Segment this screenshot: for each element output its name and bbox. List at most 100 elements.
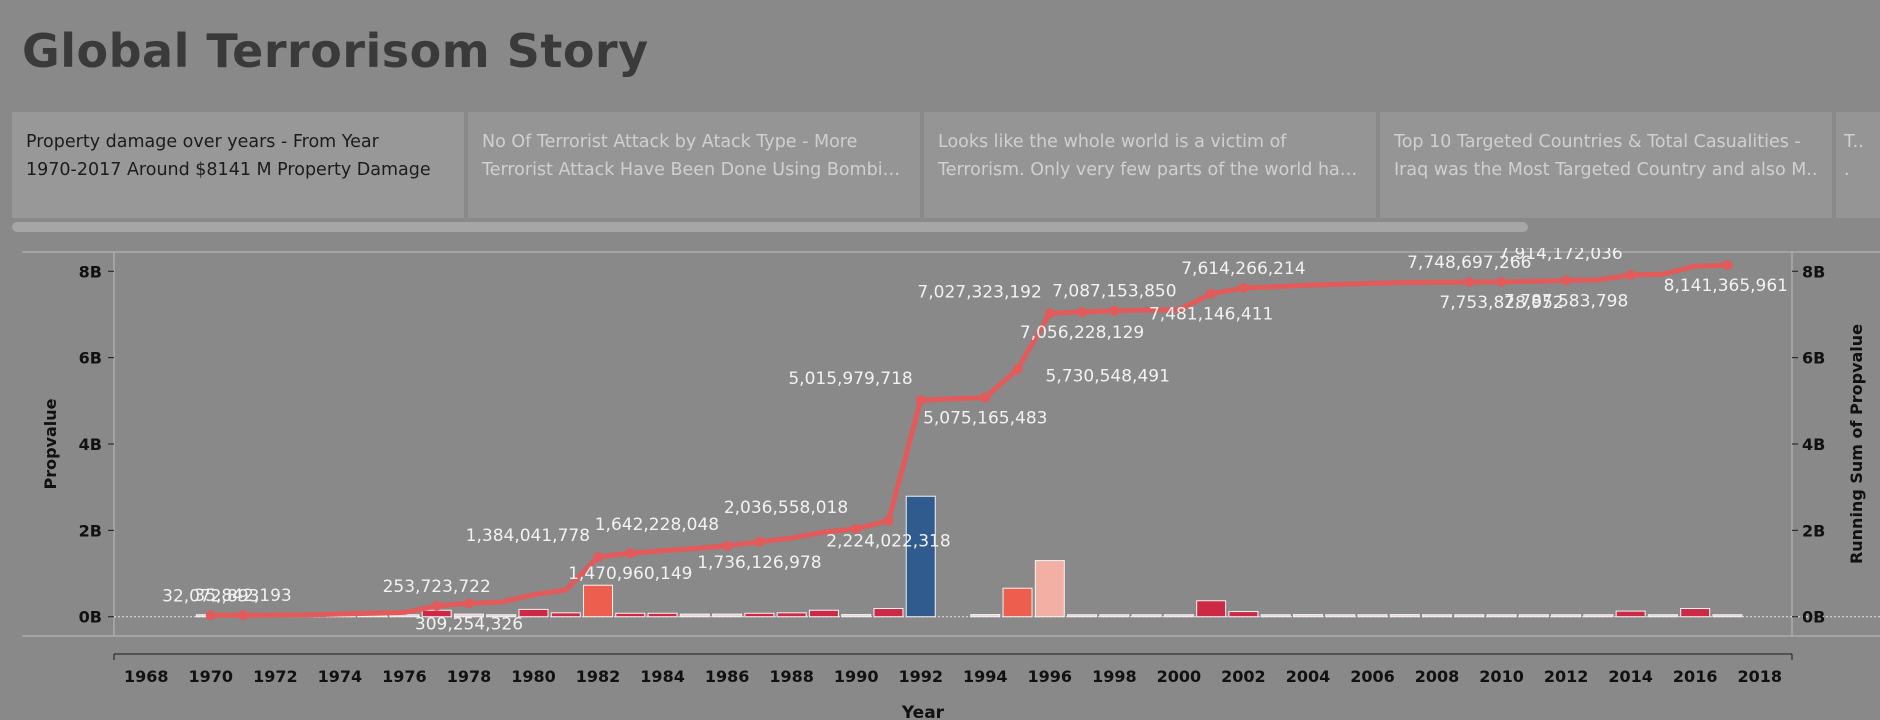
y-tick-right-8: 8B bbox=[1802, 262, 1825, 281]
bar-1995[interactable] bbox=[1002, 587, 1033, 618]
bar-2010[interactable] bbox=[1486, 614, 1517, 618]
y-axis-left: 0B 2B 4B 6B 8B bbox=[79, 262, 114, 627]
bar-2003[interactable] bbox=[1260, 614, 1291, 618]
point-1971[interactable] bbox=[238, 610, 249, 621]
bar-2000[interactable] bbox=[1163, 614, 1194, 618]
x-tick-2006: 2006 bbox=[1350, 667, 1395, 686]
bar-2016[interactable] bbox=[1680, 608, 1711, 618]
x-tick-1978: 1978 bbox=[447, 667, 492, 686]
point-1982[interactable] bbox=[593, 551, 604, 562]
bar-2013[interactable] bbox=[1583, 614, 1614, 618]
bar-2012[interactable] bbox=[1551, 614, 1582, 618]
data-label-1982: 1,384,041,778 bbox=[466, 526, 590, 546]
bar-1980[interactable] bbox=[518, 608, 549, 618]
bar-1988[interactable] bbox=[776, 612, 807, 618]
story-point-2-line2: Terrorist Attack Have Been Done Using Bo… bbox=[482, 160, 906, 180]
point-2012[interactable] bbox=[1561, 275, 1572, 286]
bar-2014[interactable] bbox=[1615, 610, 1646, 618]
bar-2005[interactable] bbox=[1325, 614, 1356, 618]
bar-1983[interactable] bbox=[615, 612, 646, 618]
x-axis-title: Year bbox=[901, 703, 945, 720]
bar-1997[interactable] bbox=[1067, 614, 1098, 618]
bar-1985[interactable] bbox=[679, 613, 710, 618]
bar-2011[interactable] bbox=[1518, 614, 1549, 618]
bar-1998[interactable] bbox=[1099, 614, 1130, 618]
point-1990[interactable] bbox=[851, 523, 862, 534]
point-1994[interactable] bbox=[980, 392, 991, 403]
point-2001[interactable] bbox=[1206, 288, 1217, 299]
point-1978[interactable] bbox=[463, 598, 474, 609]
point-1992[interactable] bbox=[915, 395, 926, 406]
data-label-1987: 1,736,126,978 bbox=[697, 553, 821, 573]
story-scrollbar[interactable] bbox=[12, 222, 1880, 232]
story-point-1-line1: Property damage over years - From Year bbox=[26, 132, 379, 152]
running-sum-series bbox=[205, 260, 1733, 621]
bar-2009[interactable] bbox=[1454, 614, 1485, 618]
y-axis-right: 0B 2B 4B 6B 8B bbox=[1792, 262, 1825, 627]
bar-1978[interactable] bbox=[453, 613, 484, 618]
page-title: Global Terrorisom Story bbox=[22, 24, 649, 78]
x-tick-1982: 1982 bbox=[576, 667, 621, 686]
point-2002[interactable] bbox=[1238, 282, 1249, 293]
bar-2004[interactable] bbox=[1292, 614, 1323, 618]
point-2009[interactable] bbox=[1464, 277, 1475, 288]
point-1977[interactable] bbox=[431, 600, 442, 611]
bar-2001[interactable] bbox=[1196, 600, 1227, 618]
story-point-2[interactable]: No Of Terrorist Attack by Atack Type - M… bbox=[468, 112, 920, 218]
bar-1982[interactable] bbox=[583, 584, 614, 618]
point-1998[interactable] bbox=[1109, 305, 1120, 316]
story-point-3[interactable]: Looks like the whole world is a victim o… bbox=[924, 112, 1376, 218]
point-1995[interactable] bbox=[1012, 364, 1023, 375]
data-label-1977: 253,723,722 bbox=[383, 577, 491, 597]
data-label-1986: 1,642,228,048 bbox=[595, 515, 719, 535]
bar-1990[interactable] bbox=[841, 614, 872, 618]
data-label-2017: 8,141,365,961 bbox=[1664, 276, 1788, 296]
bar-1999[interactable] bbox=[1131, 614, 1162, 618]
bar-1991[interactable] bbox=[873, 608, 904, 618]
point-1997[interactable] bbox=[1077, 307, 1088, 318]
data-label-2002: 7,614,266,214 bbox=[1181, 259, 1305, 279]
bar-1986[interactable] bbox=[712, 613, 743, 618]
bar-1984[interactable] bbox=[647, 612, 678, 618]
x-tick-2008: 2008 bbox=[1415, 667, 1460, 686]
data-label-1994: 5,075,165,483 bbox=[923, 409, 1047, 429]
data-label-2012: 7,787,583,798 bbox=[1504, 291, 1628, 311]
bar-1987[interactable] bbox=[744, 612, 775, 618]
bar-1996[interactable] bbox=[1034, 560, 1065, 618]
x-tick-2004: 2004 bbox=[1286, 667, 1331, 686]
bar-2006[interactable] bbox=[1357, 614, 1388, 618]
story-point-1[interactable]: Property damage over years - From Year 1… bbox=[12, 112, 464, 218]
data-label-1998: 7,087,153,850 bbox=[1052, 282, 1176, 302]
data-label-1991: 2,224,022,318 bbox=[826, 532, 950, 552]
x-tick-2012: 2012 bbox=[1544, 667, 1589, 686]
bar-2007[interactable] bbox=[1389, 614, 1420, 618]
x-tick-2000: 2000 bbox=[1157, 667, 1202, 686]
bar-1979[interactable] bbox=[486, 614, 517, 618]
bar-2002[interactable] bbox=[1228, 611, 1259, 618]
bar-1981[interactable] bbox=[550, 612, 581, 618]
data-label-1983: 1,470,960,149 bbox=[568, 564, 692, 584]
point-1996[interactable] bbox=[1044, 308, 1055, 319]
x-tick-1994: 1994 bbox=[963, 667, 1008, 686]
bar-1992[interactable] bbox=[905, 495, 936, 618]
y-tick-left-8: 8B bbox=[79, 262, 102, 281]
story-point-4[interactable]: Top 10 Targeted Countries & Total Casual… bbox=[1380, 112, 1832, 218]
bar-2017[interactable] bbox=[1712, 614, 1743, 618]
point-2010[interactable] bbox=[1496, 276, 1507, 287]
data-label-1995: 5,730,548,491 bbox=[1046, 366, 1170, 386]
bar-2008[interactable] bbox=[1422, 614, 1453, 618]
point-1991[interactable] bbox=[883, 515, 894, 526]
point-2017[interactable] bbox=[1722, 260, 1733, 271]
data-label-1992: 5,015,979,718 bbox=[788, 369, 912, 389]
bar-1994[interactable] bbox=[970, 614, 1001, 618]
x-tick-1996: 1996 bbox=[1028, 667, 1073, 686]
story-point-5[interactable]: T.. . bbox=[1836, 112, 1880, 218]
point-1970[interactable] bbox=[205, 610, 216, 621]
point-2014[interactable] bbox=[1625, 269, 1636, 280]
bar-1989[interactable] bbox=[808, 609, 839, 618]
point-1987[interactable] bbox=[754, 536, 765, 547]
point-1983[interactable] bbox=[625, 548, 636, 559]
bar-2015[interactable] bbox=[1647, 614, 1678, 618]
story-scrollbar-thumb[interactable] bbox=[12, 222, 1528, 232]
point-1986[interactable] bbox=[722, 540, 733, 551]
